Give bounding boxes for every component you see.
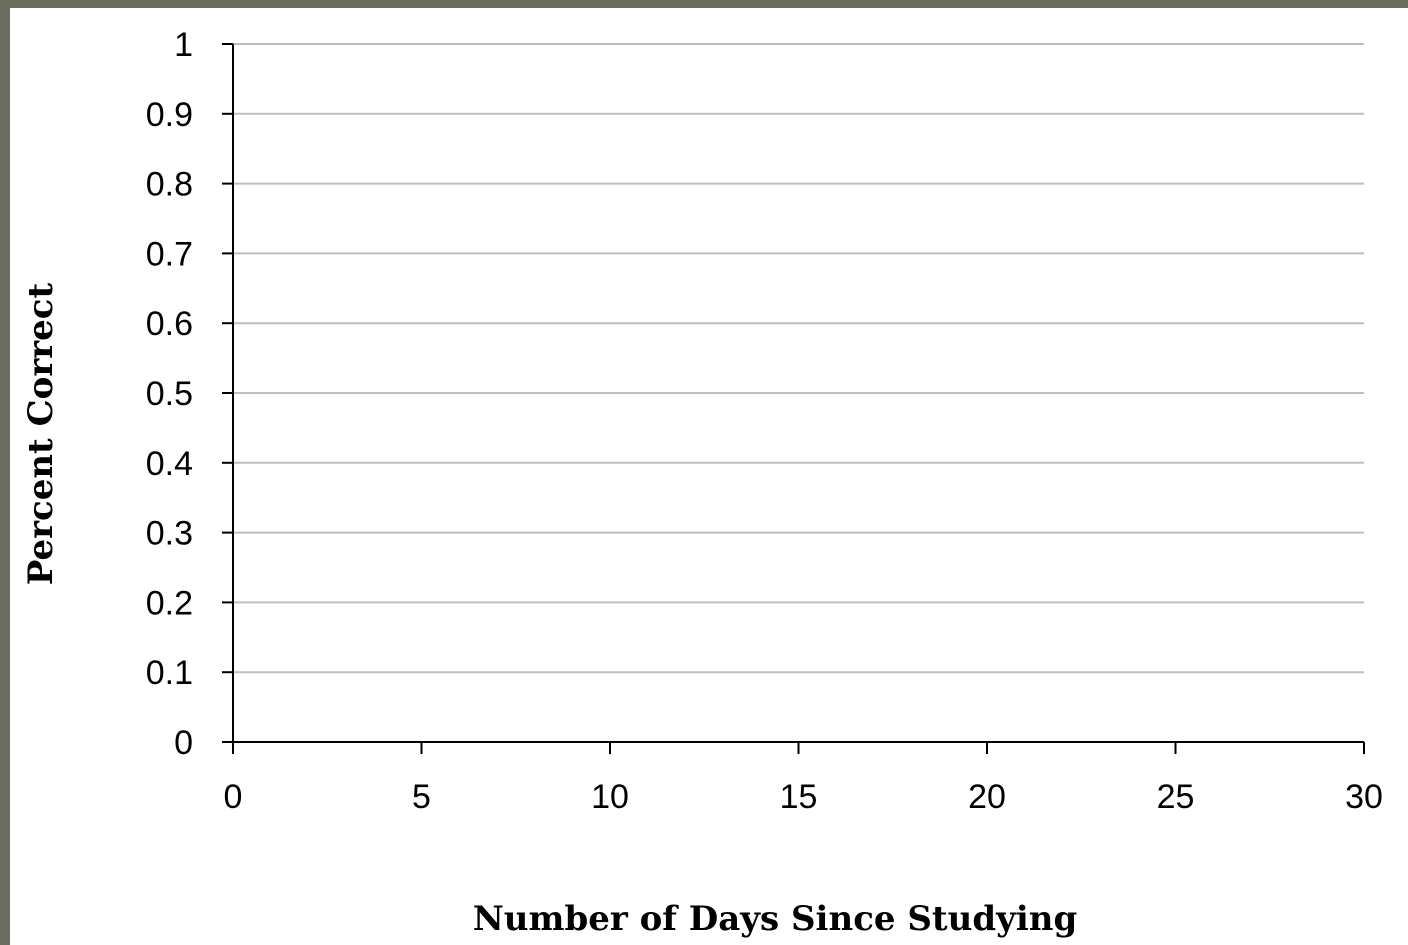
x-tick-label: 20 [968,778,1006,816]
y-tick-label: 0.6 [146,305,193,343]
x-tick-label: 0 [224,778,243,816]
y-tick-label: 0.3 [146,515,193,553]
y-tick-label: 0 [174,724,193,762]
y-tick-label: 0.4 [146,445,193,483]
y-tick-label: 0.9 [146,96,193,134]
x-axis-title: Number of Days Since Studying [473,899,1078,939]
y-tick-label: 0.1 [146,654,193,692]
gridlines [233,43,1364,674]
x-tick-label: 15 [780,778,818,816]
x-tick-label: 5 [412,778,431,816]
y-tick-label: 0.2 [146,584,193,622]
x-tick-label: 10 [591,778,629,816]
chart-frame [10,8,1408,945]
y-tick-label: 0.7 [146,235,193,273]
y-tick-label: 0.8 [146,166,193,204]
x-tick-label: 30 [1345,778,1383,816]
y-axis-title: Percent Correct [21,283,61,586]
x-tick-label: 25 [1157,778,1195,816]
y-tick-label: 0.5 [146,375,193,413]
ticks: 00.10.20.30.40.50.60.70.80.910 5 10 15 20 25 3… [146,26,1383,816]
y-tick-label: 1 [174,26,193,64]
